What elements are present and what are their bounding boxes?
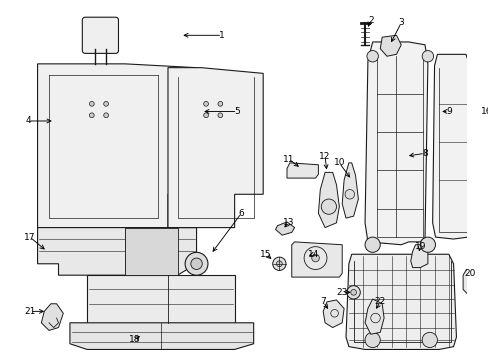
Text: 15: 15 bbox=[260, 250, 271, 259]
Text: 20: 20 bbox=[463, 269, 474, 278]
Polygon shape bbox=[70, 323, 253, 350]
Circle shape bbox=[218, 102, 222, 106]
Polygon shape bbox=[318, 172, 339, 228]
Circle shape bbox=[345, 189, 354, 199]
Polygon shape bbox=[432, 54, 472, 239]
Polygon shape bbox=[462, 269, 481, 294]
Polygon shape bbox=[38, 228, 196, 275]
Circle shape bbox=[311, 254, 319, 262]
Polygon shape bbox=[346, 254, 455, 350]
Circle shape bbox=[203, 102, 208, 106]
Polygon shape bbox=[380, 35, 401, 56]
Text: 10: 10 bbox=[333, 158, 345, 167]
Circle shape bbox=[366, 50, 378, 62]
Text: 5: 5 bbox=[234, 107, 240, 116]
Text: 2: 2 bbox=[367, 15, 373, 24]
Polygon shape bbox=[38, 64, 196, 228]
Circle shape bbox=[421, 50, 433, 62]
Polygon shape bbox=[168, 68, 263, 228]
Circle shape bbox=[190, 258, 202, 270]
Text: 16: 16 bbox=[480, 107, 488, 116]
Polygon shape bbox=[323, 300, 344, 328]
Circle shape bbox=[89, 102, 94, 106]
Text: 9: 9 bbox=[445, 107, 451, 116]
Text: 6: 6 bbox=[238, 209, 244, 218]
Circle shape bbox=[89, 113, 94, 118]
Polygon shape bbox=[291, 242, 342, 277]
Polygon shape bbox=[87, 275, 234, 323]
Text: 17: 17 bbox=[24, 233, 36, 242]
Text: 11: 11 bbox=[283, 154, 294, 163]
Circle shape bbox=[103, 113, 108, 118]
Polygon shape bbox=[467, 275, 476, 288]
Circle shape bbox=[276, 261, 282, 267]
Text: 7: 7 bbox=[320, 297, 325, 306]
FancyBboxPatch shape bbox=[82, 17, 118, 53]
Text: 12: 12 bbox=[319, 152, 330, 161]
Polygon shape bbox=[342, 163, 358, 218]
Text: 21: 21 bbox=[24, 307, 36, 316]
Polygon shape bbox=[410, 245, 427, 267]
Text: 8: 8 bbox=[421, 149, 427, 158]
Circle shape bbox=[365, 332, 380, 347]
Text: 1: 1 bbox=[219, 31, 224, 40]
Circle shape bbox=[421, 332, 436, 347]
Text: 4: 4 bbox=[25, 117, 31, 126]
Circle shape bbox=[346, 286, 360, 299]
Polygon shape bbox=[472, 64, 488, 239]
Polygon shape bbox=[365, 42, 427, 245]
Text: 3: 3 bbox=[398, 18, 403, 27]
Polygon shape bbox=[41, 304, 63, 330]
Polygon shape bbox=[286, 163, 318, 178]
Circle shape bbox=[185, 252, 207, 275]
Circle shape bbox=[218, 113, 222, 118]
Circle shape bbox=[272, 257, 285, 270]
Polygon shape bbox=[365, 299, 383, 334]
Circle shape bbox=[321, 199, 336, 214]
Text: 23: 23 bbox=[336, 288, 347, 297]
Circle shape bbox=[350, 289, 356, 295]
Circle shape bbox=[419, 237, 435, 252]
Polygon shape bbox=[275, 222, 294, 235]
Text: 18: 18 bbox=[129, 336, 140, 345]
Polygon shape bbox=[125, 228, 177, 275]
Polygon shape bbox=[85, 23, 115, 49]
Circle shape bbox=[103, 102, 108, 106]
Text: 14: 14 bbox=[307, 250, 319, 259]
Text: 22: 22 bbox=[374, 297, 385, 306]
Text: 13: 13 bbox=[283, 218, 294, 227]
Circle shape bbox=[365, 237, 380, 252]
Text: 19: 19 bbox=[414, 242, 425, 251]
Circle shape bbox=[203, 113, 208, 118]
